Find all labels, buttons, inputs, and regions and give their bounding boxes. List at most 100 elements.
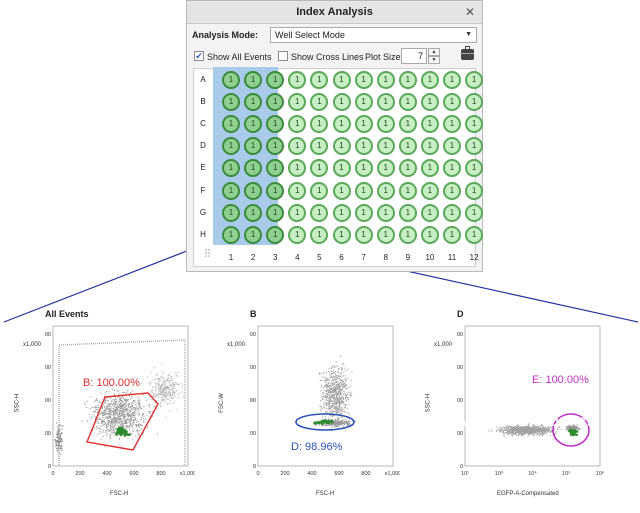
well-g4[interactable]: 1 [288,203,307,222]
well-a6[interactable]: 1 [332,71,351,89]
row-label-a[interactable]: A [200,75,206,84]
well-d3[interactable]: 1 [266,137,285,156]
well-d5[interactable]: 1 [310,137,329,156]
well-h4[interactable]: 1 [288,225,307,244]
spin-up-icon[interactable]: ▲ [428,48,440,56]
analysis-mode-select[interactable]: Well Select Mode ▼ [270,27,477,43]
well-g7[interactable]: 1 [354,203,373,222]
row-label-c[interactable]: C [200,119,206,129]
well-f1[interactable]: 1 [222,181,240,200]
column-label-9[interactable]: 9 [405,253,411,262]
well-c8[interactable]: 1 [376,115,395,134]
well-c11[interactable]: 1 [443,115,461,134]
well-f10[interactable]: 1 [420,181,439,200]
well-e10[interactable]: 1 [420,159,439,178]
well-h12[interactable]: 1 [465,225,484,244]
well-e8[interactable]: 1 [376,159,395,178]
row-label-b[interactable]: B [200,97,206,107]
well-g9[interactable]: 1 [398,203,417,222]
column-label-8[interactable]: 8 [383,253,388,262]
row-label-h[interactable]: H [200,229,206,239]
well-f12[interactable]: 1 [465,181,484,200]
well-h1[interactable]: 1 [222,225,240,244]
well-a4[interactable]: 1 [288,71,307,89]
well-e12[interactable]: 1 [465,159,484,178]
show-all-events-checkbox[interactable]: ✔ [194,51,204,61]
well-f5[interactable]: 1 [310,181,329,200]
well-b8[interactable]: 1 [376,93,395,112]
well-c9[interactable]: 1 [398,115,417,134]
gate-d-ellipse[interactable] [295,413,355,431]
well-b1[interactable]: 1 [222,93,240,112]
well-h5[interactable]: 1 [310,225,329,244]
well-e11[interactable]: 1 [443,159,461,178]
well-a1[interactable]: 1 [222,71,240,89]
well-d4[interactable]: 1 [288,137,307,156]
well-f9[interactable]: 1 [398,181,417,200]
well-g3[interactable]: 1 [266,203,285,222]
well-f6[interactable]: 1 [332,181,351,200]
well-h6[interactable]: 1 [332,225,351,244]
well-g8[interactable]: 1 [376,203,395,222]
well-c5[interactable]: 1 [310,115,329,134]
well-f8[interactable]: 1 [376,181,395,200]
well-d9[interactable]: 1 [398,137,417,156]
well-b11[interactable]: 1 [443,93,461,112]
well-e6[interactable]: 1 [332,159,351,178]
well-c4[interactable]: 1 [288,115,307,134]
well-b12[interactable]: 1 [465,93,484,112]
spin-down-icon[interactable]: ▼ [428,56,440,64]
column-label-11[interactable]: 11 [447,253,457,262]
well-d2[interactable]: 1 [244,137,263,156]
well-b3[interactable]: 1 [266,93,285,112]
well-b10[interactable]: 1 [420,93,439,112]
well-d7[interactable]: 1 [354,137,373,156]
well-g10[interactable]: 1 [420,203,439,222]
column-label-2[interactable]: 2 [250,253,256,262]
well-h10[interactable]: 1 [420,225,439,244]
well-g11[interactable]: 1 [443,203,461,222]
well-g2[interactable]: 1 [244,203,263,222]
column-label-3[interactable]: 3 [272,253,278,262]
well-a9[interactable]: 1 [398,71,417,89]
well-a7[interactable]: 1 [354,71,373,89]
well-e4[interactable]: 1 [288,159,307,178]
well-h8[interactable]: 1 [376,225,395,244]
toolbox-icon[interactable] [461,46,474,60]
plot-all-events-area[interactable]: 800 600 400 200 00 200 400 600 800 x1,000 [45,320,195,480]
well-a11[interactable]: 1 [443,71,461,89]
show-cross-lines-checkbox[interactable] [278,51,288,61]
gate-e-ellipse[interactable] [552,413,590,447]
row-label-d[interactable]: D [200,141,206,151]
well-a2[interactable]: 1 [244,71,263,89]
column-label-12[interactable]: 12 [469,253,479,262]
well-b2[interactable]: 1 [244,93,263,112]
well-f2[interactable]: 1 [244,181,263,200]
well-g5[interactable]: 1 [310,203,329,222]
well-h7[interactable]: 1 [354,225,373,244]
row-label-e[interactable]: E [200,163,206,173]
well-f7[interactable]: 1 [354,181,373,200]
well-d1[interactable]: 1 [222,137,240,156]
well-h3[interactable]: 1 [266,225,285,244]
well-h2[interactable]: 1 [244,225,263,244]
well-f11[interactable]: 1 [443,181,461,200]
well-d10[interactable]: 1 [420,137,439,156]
resize-grip-icon[interactable] [204,248,212,258]
plot-b-area[interactable]: 800 600 400 200 00 200 400 600 800 x1,000 [250,320,400,480]
well-c3[interactable]: 1 [266,115,285,134]
row-label-g[interactable]: G [199,207,207,217]
well-e9[interactable]: 1 [398,159,417,178]
well-g6[interactable]: 1 [332,203,351,222]
well-e1[interactable]: 1 [222,159,240,178]
well-d12[interactable]: 1 [465,137,484,156]
well-a10[interactable]: 1 [420,71,439,89]
well-d8[interactable]: 1 [376,137,395,156]
well-e2[interactable]: 1 [244,159,263,178]
well-a3[interactable]: 1 [266,71,285,89]
well-d11[interactable]: 1 [443,137,461,156]
gate-b-polygon[interactable] [86,392,159,451]
well-d6[interactable]: 1 [332,137,351,156]
well-f3[interactable]: 1 [266,181,285,200]
